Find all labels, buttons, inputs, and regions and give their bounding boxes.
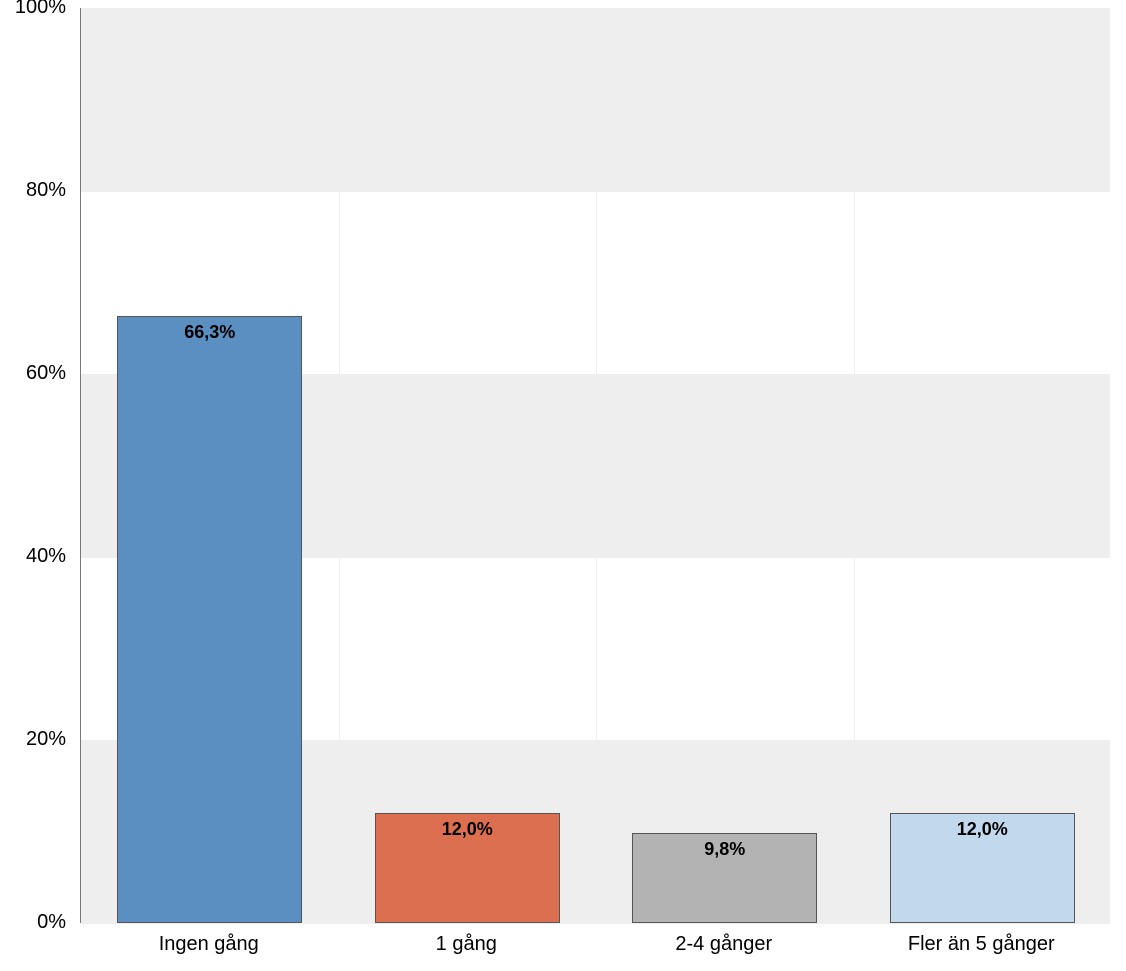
x-gridline [339,8,340,922]
x-gridline [596,8,597,922]
bar-value-label: 12,0% [375,819,560,840]
y-gridline [81,923,1110,924]
y-tick-label: 40% [0,545,66,568]
bar [117,316,302,923]
y-tick-label: 80% [0,179,66,202]
bar-value-label: 66,3% [117,322,302,343]
x-tick-label: Fler än 5 gånger [853,933,1111,956]
y-tick-label: 60% [0,362,66,385]
x-tick-label: 2-4 gånger [595,933,853,956]
plot-area: 66,3% 12,0% 9,8% 12,0% [80,8,1110,923]
bar-value-label: 12,0% [890,819,1075,840]
x-gridline [854,8,855,922]
bar-value-label: 9,8% [632,839,817,860]
bar-chart: 66,3% 12,0% 9,8% 12,0% 0% 20% 40% 60% 80% 100% I… [0,0,1126,971]
x-tick-label: 1 gång [338,933,596,956]
x-tick-label: Ingen gång [80,933,338,956]
y-tick-label: 100% [0,0,66,19]
y-tick-label: 20% [0,728,66,751]
y-tick-label: 0% [0,911,66,934]
